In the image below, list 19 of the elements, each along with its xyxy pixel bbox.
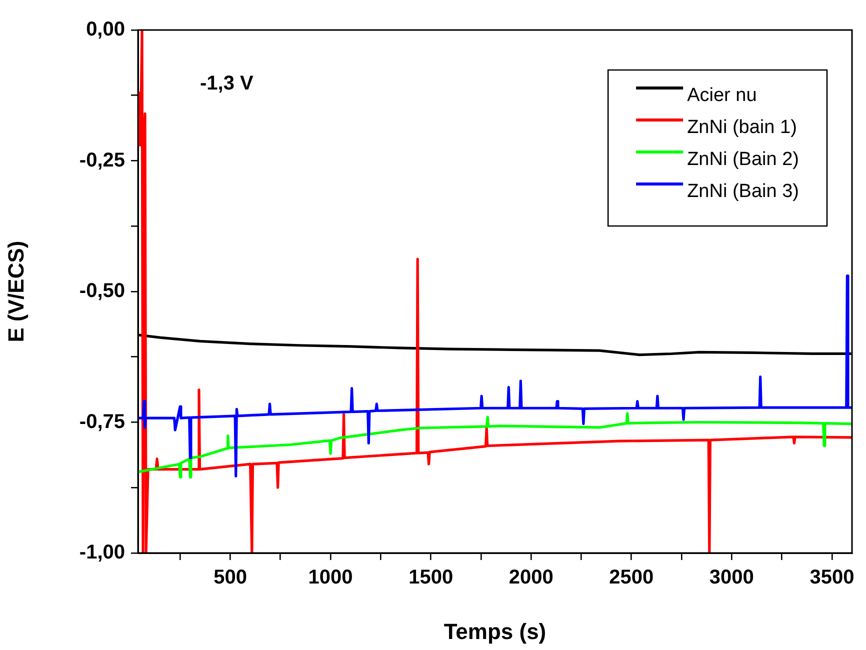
y-tick-label: -0,50 xyxy=(79,280,125,302)
x-tick-label: 2500 xyxy=(609,566,654,589)
annotation: -1,3 V xyxy=(200,72,254,95)
legend-label: ZnNi (Bain 2) xyxy=(687,149,799,170)
x-tick-label: 1500 xyxy=(408,566,454,589)
y-tick-label: -0,75 xyxy=(79,410,125,433)
y-tick-label: 0,00 xyxy=(86,18,125,41)
x-axis-title: Temps (s) xyxy=(444,618,546,644)
y-axis-title: E (V/ECS) xyxy=(3,240,28,342)
x-tick-label: 3500 xyxy=(810,566,854,589)
legend-label: Acier nu xyxy=(687,85,757,106)
legend-label: ZnNi (Bain 3) xyxy=(687,181,799,202)
x-tick-label: 2000 xyxy=(508,566,554,589)
y-tick-label: -1,00 xyxy=(79,542,125,564)
x-tick-label: 500 xyxy=(214,566,247,589)
y-tick-label: -0,25 xyxy=(79,149,125,172)
x-tick-label: 3000 xyxy=(709,566,754,589)
x-tick-label: 1000 xyxy=(308,566,353,589)
legend-label: ZnNi (bain 1) xyxy=(687,117,797,138)
